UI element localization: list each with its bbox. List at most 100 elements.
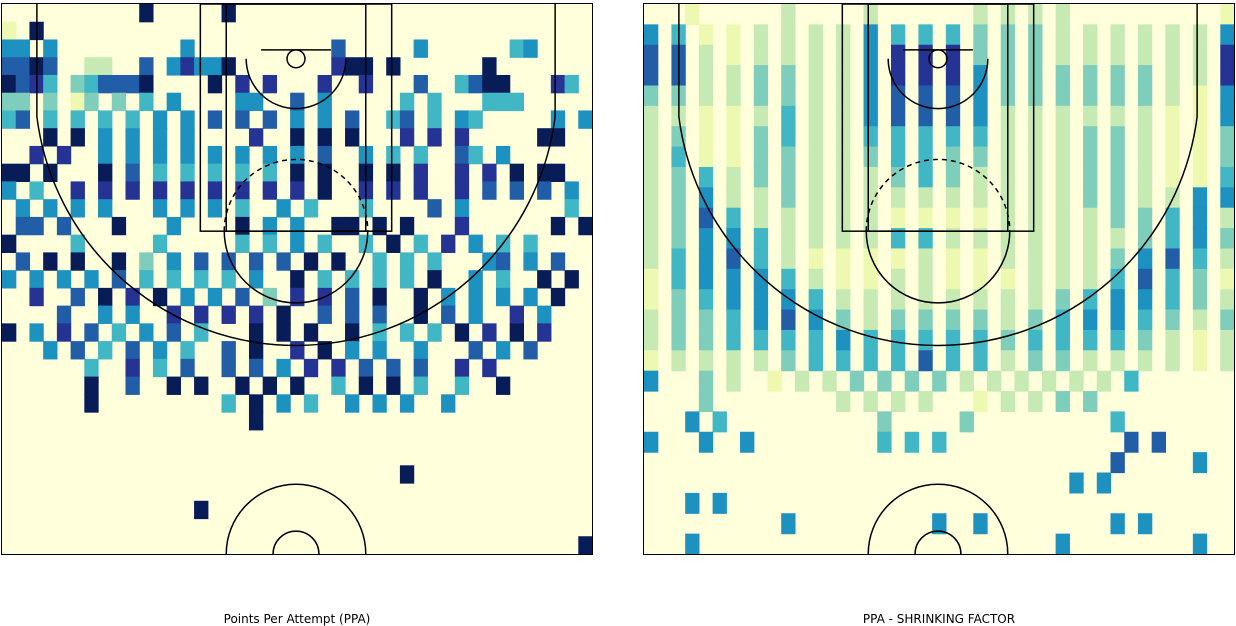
- heatmap-cell: [1028, 65, 1043, 87]
- heatmap-cell: [111, 323, 127, 342]
- heatmap-cell: [550, 216, 566, 236]
- heatmap-cell: [537, 305, 552, 324]
- heatmap-cell: [152, 199, 168, 218]
- heatmap-cell: [644, 65, 659, 87]
- heatmap-cell: [399, 252, 415, 271]
- heatmap-cell: [345, 394, 360, 413]
- heatmap-cell: [685, 4, 700, 25]
- heatmap-cell: [781, 44, 796, 66]
- heatmap-cell: [836, 24, 851, 46]
- heatmap-cell: [781, 248, 796, 270]
- heatmap-cell: [1110, 452, 1125, 474]
- heatmap-cell: [918, 207, 933, 229]
- heatmap-cell: [973, 166, 988, 188]
- heatmap-cell: [468, 145, 483, 165]
- heatmap-cell: [1220, 44, 1234, 66]
- heatmap-cell: [836, 268, 851, 290]
- heatmap-cell: [1055, 126, 1070, 148]
- heatmap-cell: [70, 199, 85, 218]
- heatmap-cell: [1137, 329, 1153, 351]
- heatmap-cell: [726, 126, 741, 148]
- heatmap-cell: [863, 44, 878, 66]
- heatmap-cell: [1083, 187, 1098, 209]
- heatmap-cell: [317, 305, 332, 324]
- heatmap-cell: [399, 394, 415, 413]
- heatmap-cell: [808, 146, 823, 168]
- heatmap-cell: [235, 92, 250, 112]
- heatmap-cell: [180, 163, 195, 183]
- heatmap-cell: [468, 287, 483, 307]
- heatmap-cell: [166, 323, 181, 342]
- heatmap-cell: [331, 252, 346, 271]
- heatmap-cell: [918, 289, 933, 311]
- heatmap-cell: [180, 110, 195, 129]
- heatmap-cell: [685, 492, 700, 514]
- heatmap-cell: [808, 248, 823, 270]
- heatmap-cell: [2, 270, 17, 289]
- heatmap-cell: [43, 92, 58, 112]
- heatmap-cell: [290, 287, 305, 307]
- heatmap-cell: [945, 85, 961, 107]
- heatmap-cell: [753, 105, 769, 127]
- heatmap-cell: [863, 65, 878, 87]
- heatmap-cell: [386, 145, 401, 165]
- heatmap-cell: [836, 248, 851, 270]
- heatmap-cell: [1192, 268, 1208, 290]
- heatmap-cell: [221, 4, 236, 23]
- heatmap-cell: [262, 181, 278, 200]
- heatmap-cell: [98, 110, 113, 129]
- heatmap-cell: [1083, 146, 1098, 168]
- heatmap-cell: [564, 181, 579, 200]
- heatmap-cell: [644, 85, 659, 107]
- heatmap-cell: [1220, 309, 1234, 331]
- heatmap-cell: [808, 44, 823, 66]
- heatmap-cell: [386, 163, 401, 183]
- heatmap-cell: [726, 309, 741, 331]
- heatmap-cell: [207, 145, 223, 165]
- heatmap-cell: [454, 163, 470, 183]
- heatmap-cell: [932, 370, 947, 392]
- heatmap-cell: [932, 513, 947, 535]
- heatmap-cell: [808, 126, 823, 148]
- heatmap-cell: [413, 358, 428, 378]
- heatmap-cell: [1041, 370, 1057, 392]
- heatmap-cell: [166, 57, 181, 76]
- heatmap-cell: [671, 350, 686, 372]
- heatmap-cell: [890, 268, 906, 290]
- heatmap-cell: [441, 234, 456, 253]
- heatmap-cell: [441, 305, 456, 324]
- heatmap-cell: [1028, 207, 1043, 229]
- heatmap-cell: [945, 44, 961, 66]
- heatmap-cell: [372, 323, 387, 342]
- heatmap-cell: [454, 181, 470, 200]
- heatmap-cell: [454, 323, 470, 342]
- heatmap-cell: [1220, 166, 1234, 188]
- heatmap-cell: [290, 270, 305, 289]
- heatmap-cell: [550, 287, 566, 307]
- heatmap-cell: [753, 146, 769, 168]
- heatmap-cell: [890, 126, 906, 148]
- heatmap-cell: [918, 248, 933, 270]
- heatmap-cell: [194, 323, 209, 342]
- heatmap-cell: [303, 199, 319, 218]
- heatmap-cell: [482, 323, 497, 342]
- heatmap-cell: [221, 57, 236, 76]
- heatmap-cell: [1055, 24, 1070, 46]
- heatmap-cell: [1083, 350, 1098, 372]
- heatmap-cell: [550, 110, 566, 129]
- heatmap-cell: [644, 350, 659, 372]
- heatmap-cell: [468, 234, 483, 253]
- heatmap-cell: [726, 24, 741, 46]
- heatmap-cell: [1220, 268, 1234, 290]
- heatmap-cell: [1028, 85, 1043, 107]
- heatmap-cell: [918, 146, 933, 168]
- heatmap-cell: [290, 341, 305, 360]
- heatmap-cell: [15, 252, 31, 271]
- heatmap-cell: [1137, 105, 1153, 127]
- heatmap-cell: [1083, 228, 1098, 250]
- heatmap-cell: [808, 289, 823, 311]
- heatmap-cell: [345, 270, 360, 289]
- heatmap-cell: [1096, 472, 1112, 494]
- heatmap-cell: [1055, 146, 1070, 168]
- heatmap-cell: [413, 234, 428, 253]
